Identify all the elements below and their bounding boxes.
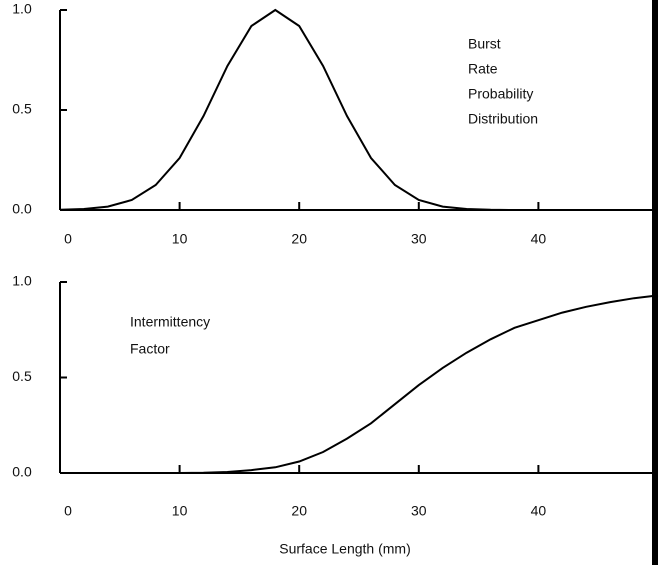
x-tick-label: 40 (531, 231, 547, 247)
curve (59, 8, 658, 211)
x-tick-label: 20 (291, 231, 307, 247)
y-tick-label: 0.0 (12, 201, 32, 217)
curve (60, 294, 659, 474)
x-tick-label: 20 (291, 503, 307, 519)
y-tick-label: 1.0 (12, 273, 32, 289)
x-tick-label: 30 (411, 503, 427, 519)
x-axis-label: Surface Length (mm) (279, 541, 411, 557)
y-tick-label: 0.5 (12, 368, 32, 384)
annotation: Distribution (468, 111, 538, 127)
annotation: Rate (468, 61, 498, 77)
y-tick-label: 0.5 (12, 101, 32, 117)
x-tick-label: 30 (411, 231, 427, 247)
x-tick-label: 0 (64, 503, 72, 519)
annotation: Factor (130, 341, 170, 357)
x-tick-label: 10 (172, 231, 188, 247)
annotation: Probability (468, 86, 533, 102)
x-tick-label: 40 (531, 503, 547, 519)
y-tick-label: 0.0 (12, 464, 32, 480)
x-tick-label: 0 (64, 231, 72, 247)
x-tick-label: 10 (172, 503, 188, 519)
annotation: Burst (468, 36, 501, 52)
y-tick-label: 1.0 (12, 1, 32, 17)
annotation: Intermittency (130, 314, 210, 330)
